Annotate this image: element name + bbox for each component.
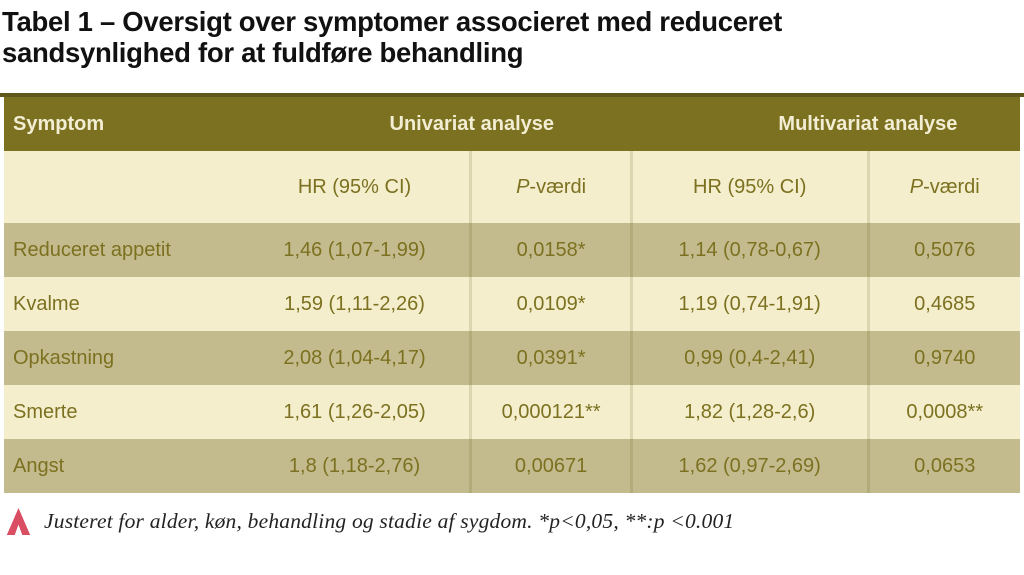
- multi-hr-cell: 1,14 (0,78-0,67): [629, 223, 867, 278]
- column-header-univariat: Univariat analyse: [240, 97, 630, 151]
- table-row: Angst 1,8 (1,18-2,76) 0,00671 1,62 (0,97-2,…: [4, 439, 1020, 494]
- uni-p-cell: 0,0391*: [469, 331, 630, 386]
- table-header-row: Symptom Univariat analyse Multivariat an…: [4, 97, 1020, 152]
- multi-hr-cell: 1,62 (0,97-2,69): [629, 439, 867, 494]
- multi-p-cell: 0,5076: [866, 223, 1020, 278]
- uni-p-cell: 0,000121**: [469, 385, 630, 440]
- multi-p-cell: 0,0008**: [866, 385, 1020, 440]
- table-row: Smerte 1,61 (1,26-2,05) 0,000121** 1,82 (1,…: [4, 385, 1020, 440]
- uni-hr-cell: 1,8 (1,18-2,76): [288, 454, 421, 477]
- uni-p-subheader: P -værdi: [469, 151, 630, 224]
- column-header-univariat-label: Univariat analyse: [389, 112, 555, 135]
- uni-p-cell: 0,0109*: [469, 277, 630, 332]
- multi-hr-subheader: HR (95% CI): [629, 151, 867, 224]
- symptom-cell: Kvalme: [13, 292, 80, 315]
- uni-p-cell: 0,00671: [469, 439, 630, 494]
- table-top-border: [0, 93, 1024, 98]
- symptom-cell: Smerte: [13, 400, 78, 423]
- multi-p-subheader: P -værdi: [866, 151, 1020, 224]
- multi-hr-cell: 0,99 (0,4-2,41): [629, 331, 867, 386]
- column-header-multivariat-label: Multivariat analyse: [778, 112, 958, 135]
- table-subheader-row: HR (95% CI) P -værdi HR (95% CI) P -værdi: [4, 151, 1020, 224]
- multi-hr-cell: 1,19 (0,74-1,91): [629, 277, 867, 332]
- table-row: Reduceret appetit 1,46 (1,07-1,99) 0,0158*…: [4, 223, 1020, 278]
- subheader-symptom-spacer: [4, 151, 240, 223]
- table-row: Opkastning 2,08 (1,04-4,17) 0,0391* 0,99 (0…: [4, 331, 1020, 386]
- multi-p-cell: 0,9740: [866, 331, 1020, 386]
- page-title: Tabel 1 – Oversigt over symptomer associ…: [2, 6, 782, 69]
- table-body: Reduceret appetit 1,46 (1,07-1,99) 0,0158*…: [4, 223, 1020, 494]
- uni-hr-cell: 1,46 (1,07-1,99): [283, 238, 426, 261]
- footnote: Justeret for alder, køn, behandling og s…: [5, 506, 1024, 537]
- column-header-symptom: Symptom: [13, 112, 105, 135]
- symptom-table: Symptom Univariat analyse Multivariat an…: [4, 97, 1020, 494]
- multi-p-cell: 0,0653: [866, 439, 1020, 494]
- footnote-text: Justeret for alder, køn, behandling og s…: [44, 509, 735, 534]
- caret-up-icon: [6, 508, 31, 536]
- column-header-multivariat: Multivariat analyse: [630, 97, 1020, 151]
- symptom-cell: Angst: [13, 454, 65, 477]
- uni-hr-cell: 2,08 (1,04-4,17): [283, 346, 426, 369]
- multi-hr-cell: 1,82 (1,28-2,6): [629, 385, 867, 440]
- multi-p-cell: 0,4685: [866, 277, 1020, 332]
- symptom-cell: Opkastning: [13, 346, 115, 369]
- uni-p-cell: 0,0158*: [469, 223, 630, 278]
- table-row: Kvalme 1,59 (1,11-2,26) 0,0109* 1,19 (0,74-…: [4, 277, 1020, 332]
- uni-hr-cell: 1,61 (1,26-2,05): [283, 400, 426, 423]
- uni-hr-cell: 1,59 (1,11-2,26): [284, 292, 425, 315]
- symptom-cell: Reduceret appetit: [13, 238, 171, 261]
- uni-hr-subheader: HR (95% CI): [297, 175, 412, 198]
